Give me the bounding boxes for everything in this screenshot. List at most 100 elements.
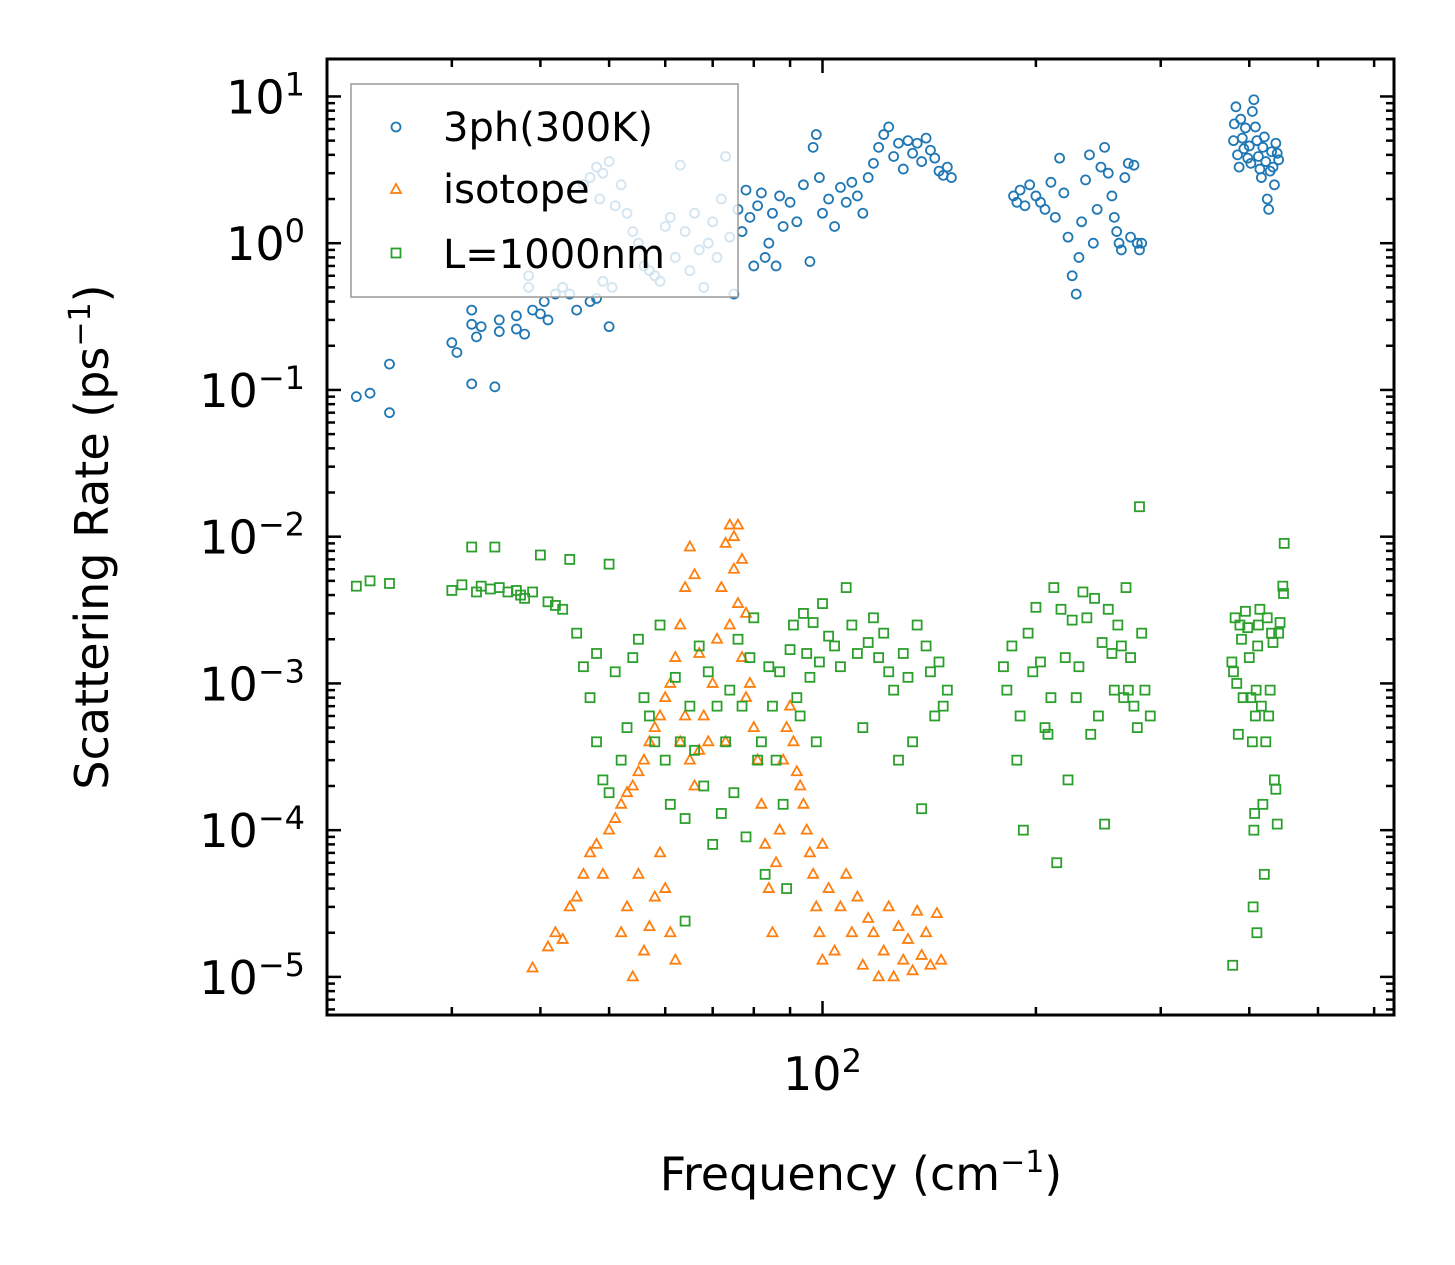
- point-2-152: [1231, 678, 1243, 689]
- point-0-11: [489, 381, 501, 393]
- point-2-129: [1089, 592, 1100, 604]
- point-0-113: [1019, 200, 1031, 212]
- point-0-153: [1238, 143, 1250, 155]
- point-2-107: [1006, 640, 1018, 652]
- point-1-23: [642, 919, 656, 932]
- point-2-83: [840, 582, 852, 593]
- point-2-62: [759, 868, 771, 880]
- point-2-142: [1128, 700, 1140, 712]
- point-2-80: [823, 630, 834, 642]
- point-0-78: [798, 179, 809, 191]
- point-2-89: [873, 652, 885, 663]
- point-1-91: [861, 911, 875, 923]
- point-1-101: [910, 903, 924, 916]
- point-2-165: [1249, 710, 1261, 722]
- point-2-0: [350, 580, 362, 592]
- point-2-171: [1255, 700, 1267, 712]
- point-2-81: [829, 640, 840, 652]
- point-0-150: [1233, 161, 1245, 173]
- point-2-24: [591, 648, 602, 659]
- point-2-145: [1136, 627, 1148, 639]
- point-2-51: [715, 808, 727, 819]
- y-tick-label-3: 10−2: [199, 506, 305, 565]
- y-tick-label-exp-4: −3: [258, 652, 305, 690]
- point-0-5: [451, 347, 463, 358]
- point-2-181: [1270, 783, 1282, 795]
- point-1-11: [608, 811, 622, 823]
- point-2-42: [679, 813, 691, 824]
- point-2-97: [911, 619, 923, 631]
- point-0-91: [862, 172, 874, 183]
- point-0-125: [1073, 252, 1085, 263]
- point-1-95: [882, 899, 896, 912]
- point-0-167: [1260, 156, 1272, 167]
- point-2-67: [777, 798, 789, 810]
- y-tick-label-base-1: 10: [226, 217, 285, 271]
- point-2-88: [868, 612, 879, 624]
- point-2-90: [878, 627, 890, 639]
- point-2-53: [724, 684, 736, 696]
- point-2-74: [801, 648, 813, 659]
- point-0-74: [774, 190, 786, 202]
- point-0-157: [1245, 157, 1257, 169]
- point-0-160: [1249, 121, 1261, 133]
- point-2-61: [756, 736, 767, 748]
- point-1-82: [815, 952, 830, 965]
- point-2-115: [1039, 722, 1051, 733]
- point-1-105: [930, 906, 944, 919]
- point-2-186: [1278, 588, 1289, 599]
- point-2-77: [810, 736, 822, 748]
- point-0-67: [748, 260, 760, 272]
- point-2-58: [744, 652, 756, 663]
- point-0-108: [941, 161, 953, 173]
- point-1-12: [614, 796, 628, 809]
- y-tick-label-exp-1: 0: [285, 212, 305, 250]
- point-2-39: [664, 798, 676, 810]
- point-2-106: [1001, 684, 1013, 696]
- point-2-113: [1030, 601, 1042, 613]
- point-1-8: [590, 837, 604, 849]
- point-0-90: [857, 207, 869, 219]
- point-0-8: [466, 378, 478, 390]
- x-axis-title-text: Frequency (cm: [660, 1147, 1000, 1201]
- point-1-65: [758, 837, 772, 849]
- point-0-94: [878, 129, 890, 140]
- point-1-40: [688, 567, 702, 580]
- series-2: [350, 501, 1290, 971]
- y-tick-label-exp-2: −1: [258, 359, 305, 397]
- point-1-56: [731, 596, 745, 608]
- point-1-26: [653, 708, 667, 721]
- point-1-39: [683, 752, 697, 765]
- point-0-79: [804, 256, 816, 267]
- point-1-28: [658, 690, 672, 703]
- point-1-1: [541, 939, 555, 952]
- point-2-156: [1237, 692, 1249, 704]
- point-2-157: [1240, 605, 1251, 617]
- point-1-36: [678, 580, 692, 592]
- point-0-112: [1014, 184, 1026, 196]
- point-2-168: [1252, 640, 1264, 652]
- point-1-6: [576, 866, 590, 879]
- point-2-162: [1247, 901, 1259, 913]
- point-1-45: [701, 734, 715, 747]
- point-1-21: [637, 943, 651, 956]
- point-1-32: [668, 650, 682, 662]
- point-0-0: [350, 391, 362, 403]
- point-2-52: [720, 736, 732, 748]
- point-1-57: [735, 552, 749, 564]
- point-0-162: [1252, 151, 1264, 162]
- point-2-71: [791, 692, 803, 704]
- point-1-50: [719, 734, 733, 747]
- y-tick-label-exp-6: −5: [258, 946, 305, 984]
- point-0-109: [946, 172, 957, 183]
- point-0-10: [475, 321, 487, 333]
- point-1-17: [626, 969, 640, 982]
- point-2-32: [627, 652, 639, 663]
- point-2-28: [603, 787, 615, 799]
- point-2-54: [728, 787, 740, 799]
- point-2-57: [740, 831, 752, 843]
- point-0-166: [1258, 131, 1270, 143]
- point-2-146: [1139, 684, 1151, 696]
- point-1-87: [839, 866, 853, 879]
